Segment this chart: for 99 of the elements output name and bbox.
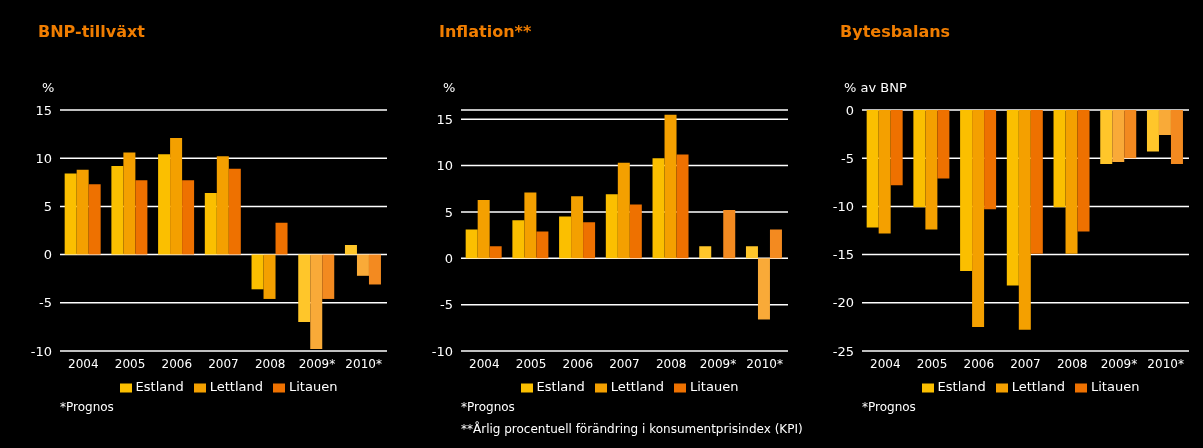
legend-label: Litauen [690, 379, 739, 394]
chart-title: Bytesbalans [840, 22, 951, 41]
x-tick-label: 2006 [963, 356, 995, 371]
legend-label: Estland [536, 379, 585, 394]
bar [344, 244, 357, 255]
x-tick-label: 2007 [1010, 356, 1041, 371]
y-tick-label: -15 [832, 247, 854, 263]
y-tick-label: -25 [832, 343, 854, 359]
bar [652, 158, 665, 259]
bar [723, 210, 736, 259]
bar [88, 184, 101, 255]
bar [76, 169, 89, 255]
bar [757, 258, 770, 320]
bar [605, 194, 618, 259]
bar [512, 220, 525, 259]
bar [216, 156, 229, 255]
y-tick-label: -5 [39, 295, 52, 311]
bar [489, 246, 502, 259]
x-tick-label: 2008 [254, 356, 286, 371]
bar [275, 222, 288, 255]
x-tick-label: 2004 [68, 356, 99, 371]
y-tick-label: 10 [35, 150, 52, 166]
bar [536, 231, 549, 259]
y-tick-label: 0 [444, 250, 453, 266]
bar [745, 246, 758, 259]
bar [170, 137, 183, 255]
y-tick-label: 10 [436, 158, 453, 174]
bar [524, 192, 537, 259]
bar [465, 229, 478, 259]
legend-label: Lettland [209, 379, 264, 394]
legend-label: Lettland [1011, 379, 1066, 394]
bar [64, 173, 77, 255]
legend-label: Litauen [1091, 379, 1140, 394]
legend-label: Litauen [289, 379, 338, 394]
bar [251, 254, 264, 290]
x-tick-label: 2004 [469, 356, 500, 371]
x-tick-label: 2010* [746, 356, 783, 371]
y-tick-label: -5 [440, 297, 453, 313]
x-tick-label: 2006 [562, 356, 594, 371]
y-tick-label: 0 [845, 102, 854, 118]
x-tick-label: 2009* [699, 356, 737, 371]
bar [322, 254, 335, 299]
x-tick-label: 2007 [609, 356, 640, 371]
bar [664, 114, 677, 259]
y-axis-title: % [443, 80, 456, 95]
bar [135, 180, 148, 255]
y-tick-label: 15 [35, 102, 52, 118]
x-tick-label: 2008 [655, 356, 687, 371]
bar [699, 246, 712, 259]
legend-label: Estland [937, 379, 986, 394]
text: *Prognos [862, 399, 916, 416]
chart-title: BNP-tillväxt [38, 22, 145, 41]
text: *Prognos [461, 399, 516, 416]
chart-title: Inflation** [439, 22, 532, 41]
bar [310, 254, 323, 350]
bar [477, 199, 490, 259]
bar [298, 254, 311, 323]
bar [583, 222, 596, 259]
x-tick-label: 2010* [345, 356, 382, 371]
y-tick-label: -5 [841, 150, 854, 166]
bar [676, 154, 689, 259]
bar [356, 254, 369, 276]
bar [368, 254, 381, 285]
bar [228, 168, 241, 255]
bar [559, 216, 572, 259]
x-tick-label: 2005 [114, 356, 146, 371]
text: *Prognos [60, 399, 114, 416]
legend-label: Estland [135, 379, 184, 394]
x-tick-label: 2008 [1056, 356, 1088, 371]
x-tick-label: 2009* [1100, 356, 1138, 371]
y-axis-title: % [42, 80, 55, 95]
y-tick-label: 15 [436, 111, 453, 127]
bar [111, 165, 124, 255]
bar [158, 154, 171, 255]
y-tick-label: 5 [43, 199, 52, 215]
x-tick-label: 2010* [1147, 356, 1184, 371]
y-tick-label: -10 [30, 343, 52, 359]
y-tick-label: 5 [444, 204, 453, 220]
bar [263, 254, 276, 299]
bar [182, 180, 195, 255]
y-tick-label: 0 [43, 247, 52, 263]
bar [204, 192, 217, 255]
bar [617, 162, 630, 259]
x-tick-label: 2005 [916, 356, 948, 371]
legend-label: Lettland [610, 379, 665, 394]
bar [629, 204, 642, 259]
bar [769, 229, 782, 259]
y-tick-label: -10 [832, 199, 854, 215]
y-tick-label: -20 [832, 295, 854, 311]
y-tick-label: -10 [431, 343, 453, 359]
bar [571, 196, 584, 259]
x-tick-label: 2005 [515, 356, 547, 371]
x-tick-label: 2009* [298, 356, 336, 371]
x-tick-label: 2007 [208, 356, 239, 371]
x-tick-label: 2004 [870, 356, 901, 371]
x-tick-label: 2006 [161, 356, 193, 371]
y-axis-title: % av BNP [844, 80, 907, 95]
bar [123, 152, 136, 255]
text: **Årlig procentuell förändring i konsumentprisindex (KPI) [461, 420, 803, 438]
